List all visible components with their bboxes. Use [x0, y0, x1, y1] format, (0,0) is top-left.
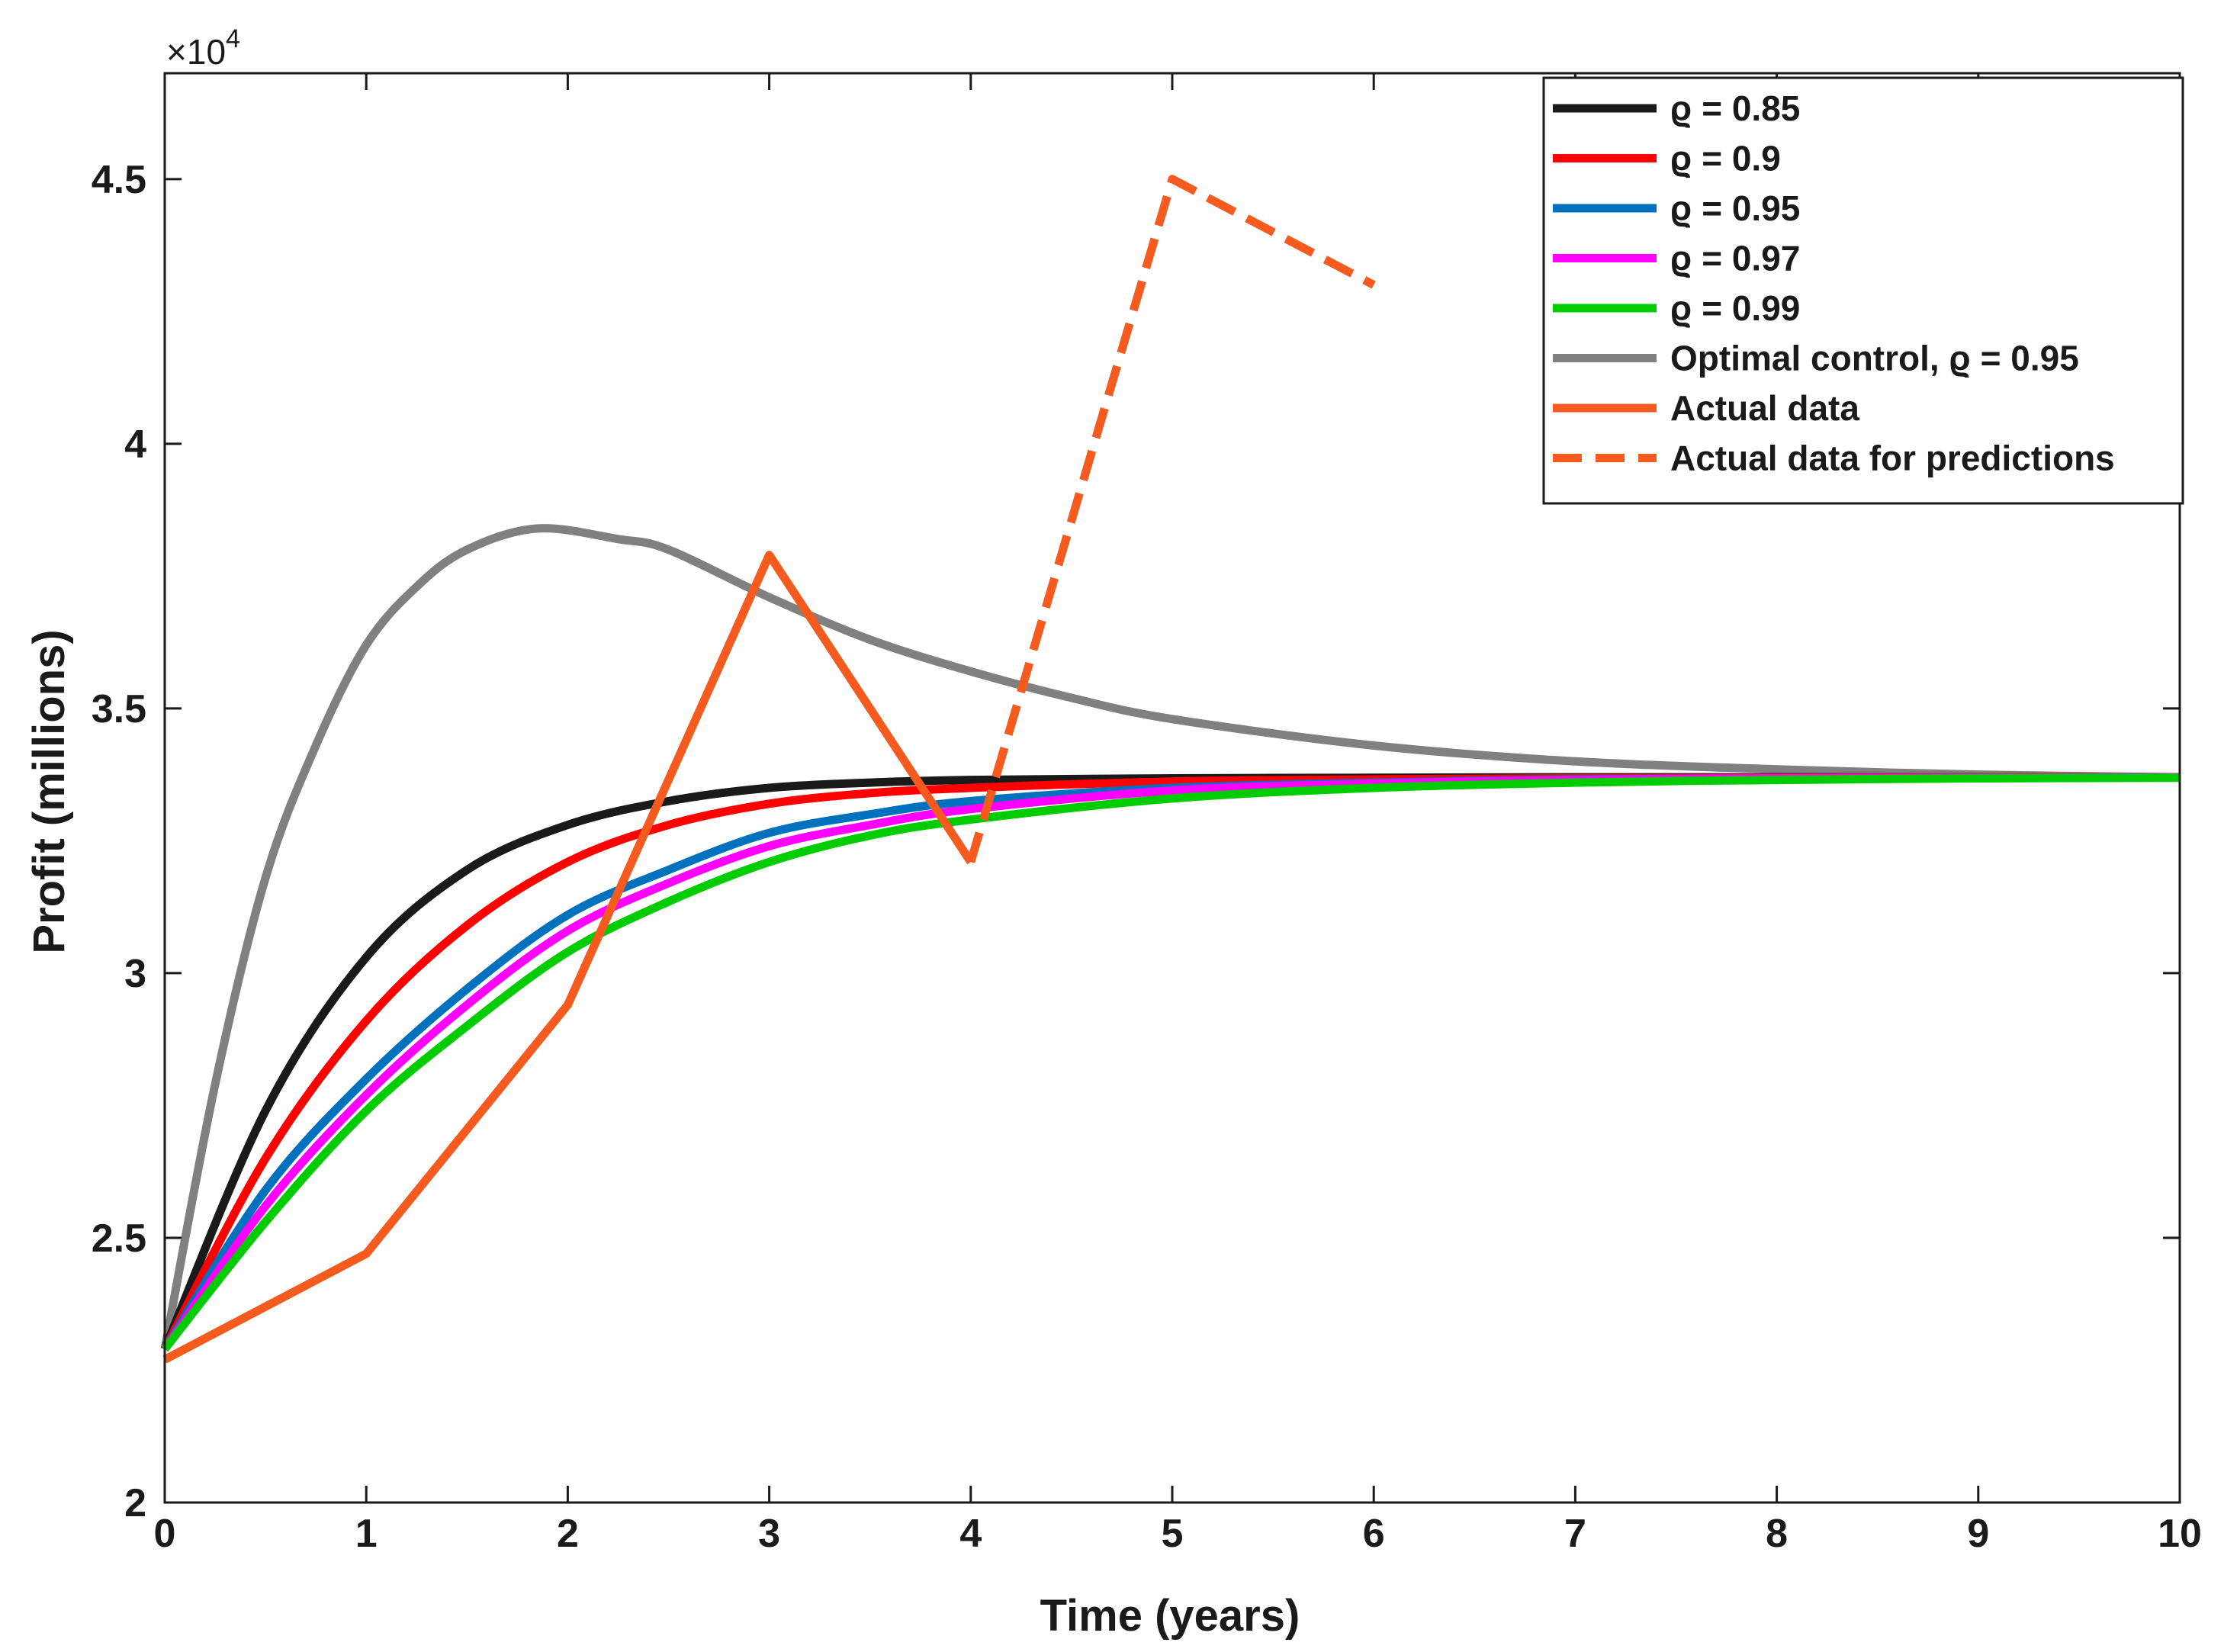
legend: ϱ = 0.85 ϱ = 0.9 ϱ = 0.95 ϱ = 0.97 ϱ = 0.99 O…	[1542, 76, 2184, 505]
y-exponent-power: 4	[226, 24, 240, 53]
y-tick-label: 2	[124, 1481, 146, 1525]
legend-box	[1542, 76, 2184, 505]
series-line-actual-data	[162, 551, 975, 1364]
tick-layer: 0 1 2 3 4 5 6 7 8 9 10 2 2.5 3 3.5 4 4.5	[92, 73, 2202, 1556]
series-line-0-99	[161, 773, 2181, 1352]
y-axis-title: Profit (millions)	[24, 629, 74, 953]
y-tick-label: 2.5	[92, 1217, 146, 1261]
legend-label-actual-data: Actual data	[1670, 388, 1859, 428]
x-tick-label: 6	[1363, 1512, 1385, 1556]
legend-label-0-95: ϱ = 0.95	[1670, 188, 1800, 228]
legend-label-actual-data-for-predictions: Actual data for predictions	[1670, 439, 2115, 478]
y-tick-label: 3	[124, 952, 146, 996]
x-tick-label: 0	[154, 1512, 176, 1556]
y-tick-label: 4	[124, 423, 146, 467]
x-tick-label: 2	[557, 1512, 579, 1556]
y-exponent-label: ×104	[166, 24, 240, 72]
legend-label-0-9: ϱ = 0.9	[1670, 139, 1781, 178]
y-exponent-base: ×10	[166, 32, 226, 72]
x-tick-label: 7	[1564, 1512, 1586, 1556]
x-tick-label: 8	[1766, 1512, 1788, 1556]
x-tick-label: 3	[758, 1512, 780, 1556]
legend-label-0-97: ϱ = 0.97	[1670, 239, 1800, 278]
y-tick-label: 3.5	[92, 687, 146, 731]
legend-label-optimal-control-0-95: Optimal control, ϱ = 0.95	[1670, 339, 2079, 378]
x-tick-label: 5	[1162, 1512, 1184, 1556]
x-tick-label: 9	[1967, 1512, 1989, 1556]
series-layer	[160, 175, 2181, 1364]
x-tick-label: 10	[2158, 1512, 2202, 1556]
legend-label-0-85: ϱ = 0.85	[1670, 88, 1800, 128]
x-tick-label: 4	[959, 1512, 982, 1556]
x-axis-title: Time (years)	[1040, 1591, 1300, 1641]
x-tick-label: 1	[355, 1512, 378, 1556]
series-line-optimal-control-0-95	[160, 524, 2181, 1350]
legend-label-0-99: ϱ = 0.99	[1670, 288, 1800, 328]
series-line-actual-data-for-predictions	[966, 175, 1376, 863]
y-tick-label: 4.5	[92, 158, 146, 202]
